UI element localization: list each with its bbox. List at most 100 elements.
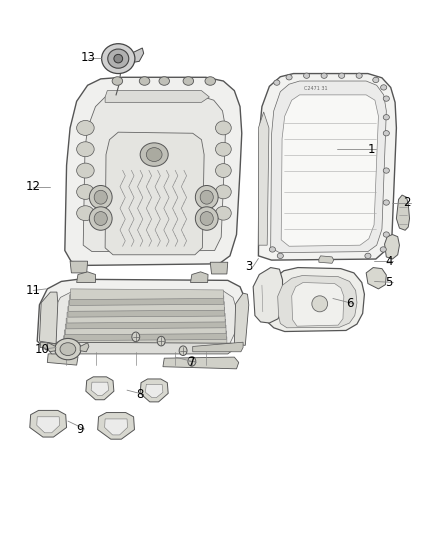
Text: 3: 3	[245, 260, 253, 273]
Ellipse shape	[205, 77, 215, 85]
Ellipse shape	[383, 232, 389, 237]
Ellipse shape	[179, 346, 187, 356]
Ellipse shape	[195, 207, 218, 230]
Polygon shape	[258, 74, 396, 260]
Polygon shape	[366, 268, 386, 289]
Polygon shape	[105, 132, 204, 255]
Polygon shape	[385, 235, 399, 259]
Ellipse shape	[55, 338, 81, 360]
Polygon shape	[163, 357, 239, 369]
Ellipse shape	[200, 190, 213, 204]
Ellipse shape	[157, 336, 165, 346]
Ellipse shape	[89, 185, 112, 209]
Polygon shape	[292, 282, 344, 326]
Polygon shape	[210, 262, 228, 274]
Polygon shape	[267, 268, 364, 332]
Ellipse shape	[365, 253, 371, 259]
Polygon shape	[69, 301, 224, 311]
Polygon shape	[47, 353, 78, 365]
Polygon shape	[396, 195, 410, 230]
Ellipse shape	[215, 142, 231, 156]
Ellipse shape	[183, 77, 194, 85]
Ellipse shape	[286, 75, 292, 80]
Text: 2: 2	[403, 196, 410, 209]
Polygon shape	[65, 324, 226, 335]
Polygon shape	[271, 81, 386, 253]
Ellipse shape	[356, 73, 362, 78]
Ellipse shape	[215, 121, 231, 135]
Ellipse shape	[312, 296, 328, 312]
Ellipse shape	[77, 120, 94, 135]
Ellipse shape	[188, 357, 196, 366]
Polygon shape	[98, 413, 134, 439]
Ellipse shape	[114, 54, 123, 63]
Ellipse shape	[215, 164, 231, 177]
Polygon shape	[64, 336, 227, 346]
Polygon shape	[193, 342, 243, 352]
Ellipse shape	[383, 131, 389, 136]
Polygon shape	[68, 306, 225, 317]
Ellipse shape	[274, 80, 280, 85]
Text: 4: 4	[385, 255, 393, 268]
Text: 6: 6	[346, 297, 353, 310]
Ellipse shape	[380, 247, 386, 252]
Ellipse shape	[195, 185, 218, 209]
Polygon shape	[234, 293, 249, 345]
Polygon shape	[281, 95, 378, 246]
Ellipse shape	[200, 212, 213, 225]
Polygon shape	[47, 343, 56, 352]
Ellipse shape	[140, 143, 168, 166]
Text: 10: 10	[35, 343, 50, 356]
Polygon shape	[86, 377, 114, 400]
Ellipse shape	[108, 49, 129, 68]
Polygon shape	[48, 342, 232, 354]
Text: 11: 11	[25, 284, 40, 297]
Ellipse shape	[132, 332, 140, 342]
Ellipse shape	[94, 190, 107, 204]
Polygon shape	[77, 272, 95, 282]
Polygon shape	[105, 419, 127, 435]
Ellipse shape	[215, 206, 231, 220]
Polygon shape	[30, 410, 67, 437]
Text: C2471 31: C2471 31	[304, 85, 327, 91]
Ellipse shape	[304, 73, 310, 78]
Ellipse shape	[112, 77, 123, 85]
Text: 7: 7	[188, 356, 196, 369]
Text: 1: 1	[368, 143, 375, 156]
Text: 5: 5	[385, 276, 393, 289]
Ellipse shape	[269, 247, 276, 252]
Polygon shape	[40, 342, 68, 351]
Polygon shape	[67, 312, 225, 323]
Ellipse shape	[139, 77, 150, 85]
Polygon shape	[129, 48, 144, 63]
Ellipse shape	[339, 73, 345, 78]
Ellipse shape	[146, 148, 162, 161]
Ellipse shape	[77, 184, 94, 199]
Ellipse shape	[102, 44, 135, 74]
Polygon shape	[39, 292, 58, 344]
Ellipse shape	[77, 163, 94, 178]
Polygon shape	[258, 112, 269, 245]
Ellipse shape	[89, 207, 112, 230]
Ellipse shape	[277, 253, 283, 259]
Text: 8: 8	[136, 388, 143, 401]
Polygon shape	[253, 268, 283, 323]
Polygon shape	[191, 272, 208, 282]
Ellipse shape	[383, 115, 389, 120]
Polygon shape	[71, 289, 223, 300]
Ellipse shape	[94, 212, 107, 225]
Ellipse shape	[215, 185, 231, 199]
Polygon shape	[91, 382, 109, 395]
Ellipse shape	[383, 96, 389, 101]
Ellipse shape	[77, 206, 94, 221]
Polygon shape	[65, 77, 242, 265]
Polygon shape	[278, 276, 357, 328]
Ellipse shape	[383, 168, 389, 173]
Text: 9: 9	[77, 423, 84, 435]
Polygon shape	[140, 379, 168, 402]
Text: 13: 13	[81, 51, 96, 64]
Polygon shape	[105, 91, 209, 102]
Polygon shape	[83, 94, 226, 252]
Polygon shape	[70, 261, 88, 273]
Polygon shape	[145, 384, 163, 398]
